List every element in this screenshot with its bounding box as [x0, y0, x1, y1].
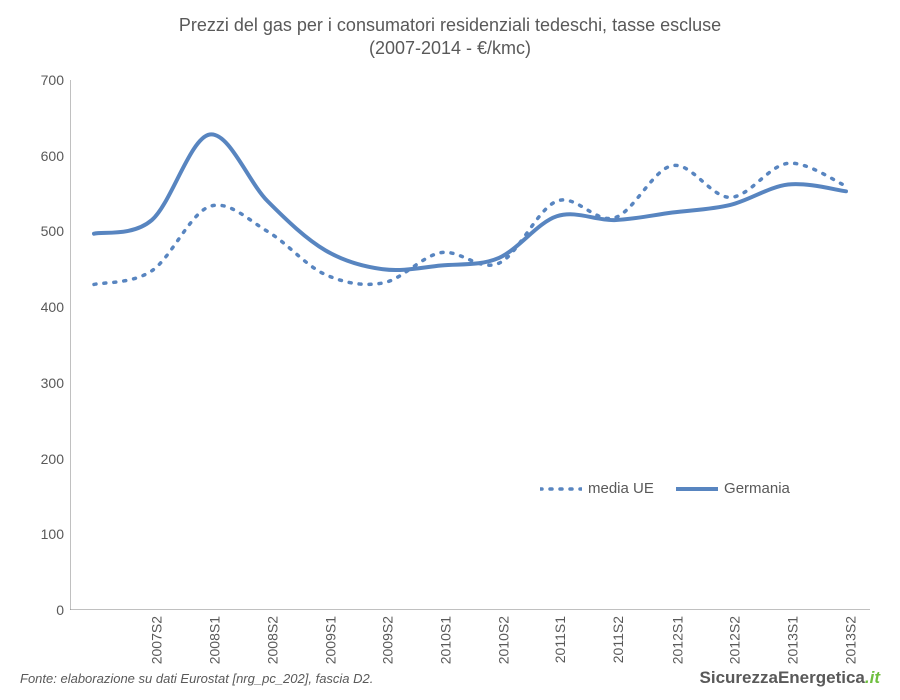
- x-tick-label: 2007S2: [148, 616, 164, 664]
- x-tick-label: 2012S1: [669, 616, 685, 664]
- y-tick-label: 400: [41, 299, 64, 315]
- y-tick-label: 700: [41, 72, 64, 88]
- brand-main: SicurezzaEnergetica: [700, 668, 865, 687]
- x-tick-label: 2008S2: [264, 616, 280, 664]
- legend-swatch-media-ue: [540, 481, 582, 497]
- y-tick-label: 300: [41, 375, 64, 391]
- y-tick-label: 200: [41, 451, 64, 467]
- x-tick-label: 2011S2: [610, 616, 626, 663]
- y-tick-label: 500: [41, 223, 64, 239]
- y-tick-label: 600: [41, 148, 64, 164]
- legend-label-germania: Germania: [724, 480, 790, 497]
- x-axis-labels: 2007S2 2008S1 2008S2 2009S1 2009S2 2010S1 2010…: [70, 612, 870, 672]
- series-media-ue: [94, 163, 846, 284]
- brand-accent: .it: [865, 668, 880, 687]
- x-tick-label: 2013S1: [785, 616, 801, 664]
- legend: media UE Germania: [540, 480, 808, 501]
- source-footer: Fonte: elaborazione su dati Eurostat [nr…: [20, 671, 373, 686]
- brand-logo: SicurezzaEnergetica.it: [700, 668, 880, 688]
- y-tick-label: 100: [41, 526, 64, 542]
- y-tick-label: 0: [56, 602, 64, 618]
- series-germania: [94, 134, 846, 270]
- chart-container: Prezzi del gas per i consumatori residen…: [0, 0, 900, 700]
- legend-swatch-germania: [676, 481, 718, 497]
- x-tick-label: 2012S2: [727, 616, 743, 664]
- x-tick-label: 2008S1: [206, 616, 222, 664]
- x-tick-label: 2010S2: [495, 616, 511, 664]
- chart-title-line1: Prezzi del gas per i consumatori residen…: [179, 15, 721, 35]
- x-tick-label: 2009S1: [322, 616, 338, 664]
- chart-title: Prezzi del gas per i consumatori residen…: [0, 14, 900, 59]
- x-tick-label: 2010S1: [438, 616, 454, 664]
- x-tick-label: 2009S2: [380, 616, 396, 664]
- plot-area: [70, 80, 870, 610]
- legend-label-media-ue: media UE: [588, 480, 654, 497]
- legend-item-germania: Germania: [676, 480, 790, 497]
- legend-item-media-ue: media UE: [540, 480, 654, 497]
- chart-title-line2: (2007-2014 - €/kmc): [369, 38, 531, 58]
- x-tick-label: 2013S2: [842, 616, 858, 664]
- x-tick-label: 2011S1: [552, 616, 568, 663]
